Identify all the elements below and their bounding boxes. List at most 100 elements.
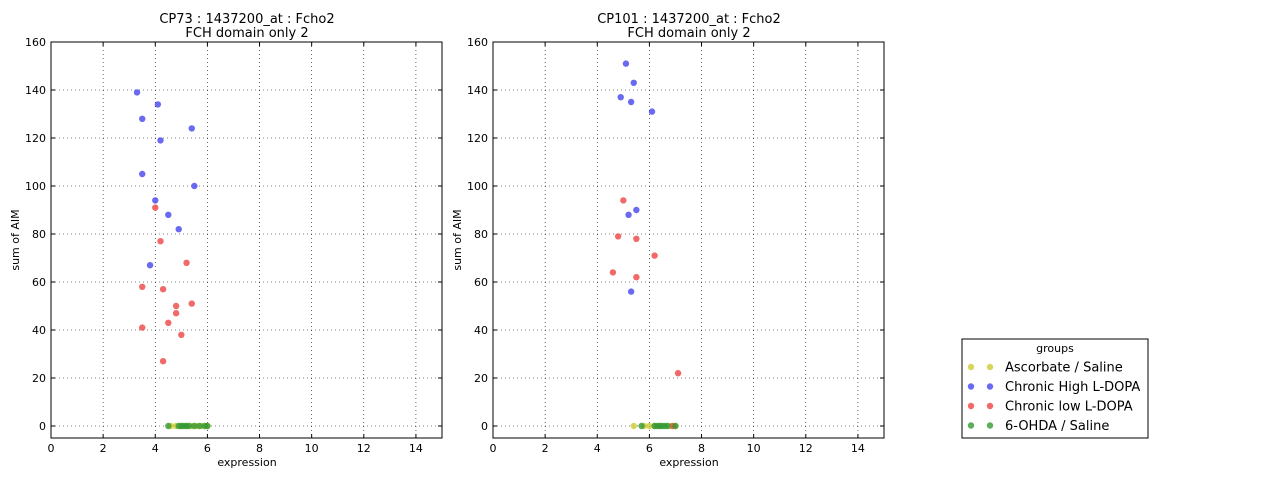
- legend-label: 6-OHDA / Saline: [1005, 419, 1109, 434]
- data-point: [196, 422, 203, 430]
- legend-marker: [986, 402, 994, 410]
- x-tick-label: 2: [100, 442, 107, 455]
- data-point: [630, 79, 637, 87]
- data-point: [617, 94, 624, 101]
- data-point: [178, 331, 185, 338]
- data-point: [633, 206, 640, 214]
- data-point: [204, 422, 211, 430]
- data-point: [625, 211, 632, 218]
- y-tick-label: 140: [25, 84, 46, 97]
- data-point: [172, 310, 180, 317]
- y-axis-label: sum of AIM: [9, 209, 22, 270]
- data-point: [159, 286, 167, 293]
- data-point: [159, 358, 167, 365]
- data-point: [139, 324, 146, 331]
- y-tick-label: 120: [467, 132, 488, 145]
- legend-marker: [986, 422, 994, 429]
- data-point: [175, 226, 182, 233]
- data-point: [622, 60, 630, 67]
- x-tick-label: 6: [646, 442, 653, 455]
- x-tick-label: 12: [357, 442, 371, 455]
- data-point: [648, 108, 656, 115]
- legend-box: [961, 338, 1149, 439]
- axes-frame: [492, 41, 885, 439]
- axes-frame: [50, 41, 443, 439]
- data-point: [154, 101, 162, 108]
- x-tick-label: 0: [490, 442, 497, 455]
- data-point: [165, 319, 172, 326]
- data-point: [139, 170, 146, 178]
- data-point: [638, 422, 645, 430]
- data-point: [627, 98, 635, 106]
- legend-marker: [967, 363, 975, 371]
- chart-subtitle: FCH domain only 2: [627, 26, 750, 41]
- data-point: [188, 125, 195, 132]
- legend-marker: [986, 363, 994, 371]
- chart-title: CP73 : 1437200_at : Fcho2: [159, 12, 334, 27]
- y-tick-label: 0: [39, 420, 46, 433]
- x-tick-label: 12: [799, 442, 813, 455]
- y-tick-label: 60: [474, 276, 488, 289]
- x-axis-label: expression: [659, 456, 718, 469]
- data-point: [191, 182, 198, 190]
- legend-title: groups: [1036, 342, 1074, 355]
- data-point: [620, 197, 627, 204]
- data-point: [139, 115, 146, 123]
- x-tick-label: 8: [698, 442, 705, 455]
- legend-marker: [967, 383, 975, 390]
- legend-marker: [967, 422, 975, 429]
- legend-label: Chronic low L-DOPA: [1005, 400, 1133, 415]
- chart-title: CP101 : 1437200_at : Fcho2: [597, 12, 781, 27]
- y-axis-label: sum of AIM: [451, 209, 464, 270]
- y-tick-label: 140: [467, 84, 488, 97]
- x-tick-label: 0: [48, 442, 55, 455]
- x-tick-label: 14: [851, 442, 865, 455]
- data-point: [664, 422, 671, 430]
- x-tick-label: 8: [256, 442, 263, 455]
- data-point: [157, 137, 164, 144]
- data-point: [627, 288, 635, 295]
- data-point: [152, 197, 159, 204]
- x-tick-label: 10: [747, 442, 761, 455]
- data-point: [185, 422, 193, 430]
- y-tick-label: 120: [25, 132, 46, 145]
- data-point: [133, 89, 141, 96]
- x-axis-label: expression: [217, 456, 276, 469]
- y-tick-label: 160: [467, 36, 488, 49]
- data-point: [165, 211, 172, 218]
- data-point: [630, 422, 637, 430]
- data-point: [674, 370, 682, 377]
- chart-subtitle: FCH domain only 2: [185, 26, 308, 41]
- data-point: [672, 422, 679, 430]
- y-tick-label: 20: [474, 372, 488, 385]
- legend-label: Ascorbate / Saline: [1005, 361, 1123, 376]
- data-point: [609, 269, 617, 276]
- data-point: [152, 204, 159, 211]
- data-point: [139, 283, 146, 290]
- legend-entries: Ascorbate / Saline Chronic High L-DOPA Chr…: [967, 361, 1140, 434]
- data-point: [188, 300, 195, 307]
- y-tick-label: 40: [32, 324, 46, 337]
- y-tick-label: 160: [25, 36, 46, 49]
- y-tick-label: 20: [32, 372, 46, 385]
- data-point: [146, 262, 154, 269]
- data-point: [191, 422, 198, 430]
- data-point: [646, 422, 653, 430]
- y-tick-label: 100: [25, 180, 46, 193]
- data-point: [633, 274, 640, 281]
- y-tick-label: 80: [474, 228, 488, 241]
- data-point: [157, 238, 164, 245]
- x-tick-label: 2: [542, 442, 549, 455]
- legend-label: Chronic High L-DOPA: [1005, 380, 1140, 395]
- y-tick-label: 60: [32, 276, 46, 289]
- y-tick-label: 80: [32, 228, 46, 241]
- y-tick-label: 40: [474, 324, 488, 337]
- data-point: [165, 422, 172, 430]
- x-tick-label: 14: [409, 442, 423, 455]
- data-point: [614, 233, 622, 240]
- x-tick-label: 10: [305, 442, 319, 455]
- data-point: [172, 302, 180, 310]
